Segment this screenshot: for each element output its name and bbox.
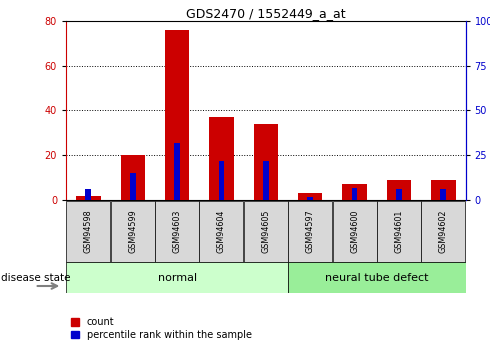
Text: GSM94602: GSM94602 xyxy=(439,209,448,253)
Title: GDS2470 / 1552449_a_at: GDS2470 / 1552449_a_at xyxy=(186,7,345,20)
FancyBboxPatch shape xyxy=(421,201,465,262)
Legend: count, percentile rank within the sample: count, percentile rank within the sample xyxy=(71,317,251,340)
Text: GSM94603: GSM94603 xyxy=(172,209,182,253)
Bar xyxy=(76,196,100,200)
Bar xyxy=(219,161,224,200)
Bar xyxy=(352,188,357,200)
Text: neural tube defect: neural tube defect xyxy=(325,273,429,283)
Text: GSM94601: GSM94601 xyxy=(394,209,403,253)
Bar xyxy=(441,189,446,200)
Bar xyxy=(85,189,91,200)
Text: GSM94605: GSM94605 xyxy=(261,209,270,253)
Text: GSM94599: GSM94599 xyxy=(128,209,137,253)
FancyBboxPatch shape xyxy=(377,201,421,262)
Bar xyxy=(387,180,411,200)
FancyBboxPatch shape xyxy=(288,201,332,262)
FancyBboxPatch shape xyxy=(66,201,110,262)
Bar xyxy=(130,173,136,200)
Bar xyxy=(254,124,278,200)
Bar xyxy=(343,184,367,200)
FancyBboxPatch shape xyxy=(199,201,244,262)
Bar xyxy=(121,155,145,200)
Text: normal: normal xyxy=(157,273,196,283)
FancyBboxPatch shape xyxy=(66,262,288,293)
FancyBboxPatch shape xyxy=(333,201,376,262)
Text: GSM94598: GSM94598 xyxy=(84,209,93,253)
Text: GSM94604: GSM94604 xyxy=(217,209,226,253)
FancyBboxPatch shape xyxy=(288,262,466,293)
FancyBboxPatch shape xyxy=(244,201,288,262)
Bar xyxy=(209,117,234,200)
FancyBboxPatch shape xyxy=(111,201,155,262)
Bar xyxy=(263,161,269,200)
Bar xyxy=(298,193,322,200)
Text: GSM94597: GSM94597 xyxy=(306,209,315,253)
Text: GSM94600: GSM94600 xyxy=(350,209,359,253)
Text: disease state: disease state xyxy=(1,273,71,283)
FancyBboxPatch shape xyxy=(155,201,199,262)
Bar xyxy=(307,197,313,200)
Bar xyxy=(174,143,180,200)
Bar xyxy=(165,30,189,200)
Bar xyxy=(396,189,402,200)
Bar xyxy=(431,180,456,200)
